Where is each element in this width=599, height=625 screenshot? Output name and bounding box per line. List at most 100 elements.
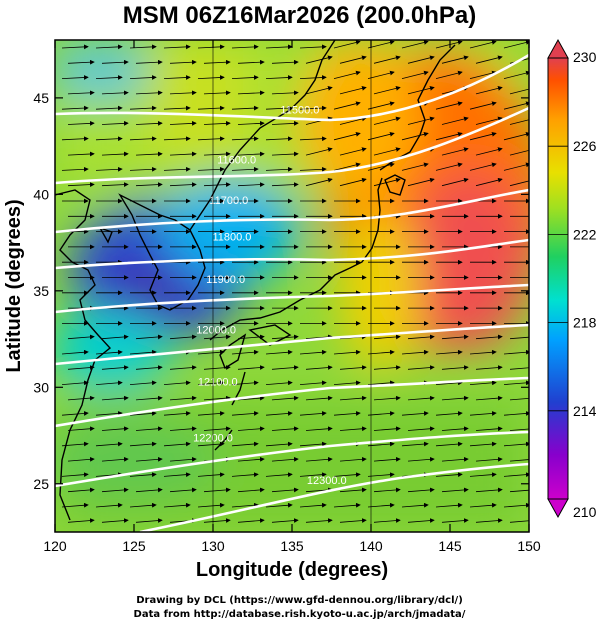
wind-arrow — [469, 131, 497, 141]
wind-arrow — [299, 411, 327, 416]
wind-arrow — [203, 365, 231, 370]
wind-arrow — [231, 136, 259, 142]
credit-drawing: Drawing by DCL (https://www.gfd-dennou.o… — [136, 595, 463, 606]
wind-arrow — [407, 177, 435, 187]
wind-arrow — [135, 121, 163, 126]
wind-arrow — [305, 487, 333, 493]
wind-arrow — [435, 40, 463, 49]
wind-arrow — [271, 334, 299, 340]
wind-arrow — [101, 59, 129, 65]
wind-arrow — [469, 40, 497, 49]
wind-arrow — [407, 365, 435, 370]
wind-arrow — [333, 411, 361, 416]
wind-arrow — [265, 380, 293, 386]
wind-arrow — [169, 151, 197, 157]
wind-arrow — [67, 518, 95, 523]
wind-arrow — [129, 75, 157, 80]
x-tick-label: 125 — [122, 538, 146, 554]
wind-arrow — [95, 502, 123, 508]
wind-arrow — [367, 411, 395, 416]
wind-arrow — [305, 55, 333, 64]
wind-arrow — [67, 334, 95, 340]
wind-arrow — [441, 147, 469, 156]
wind-arrow — [305, 365, 333, 370]
wind-arrow — [271, 365, 299, 370]
wind-arrow — [475, 86, 503, 95]
wind-arrow — [401, 40, 429, 49]
wind-arrow — [231, 380, 259, 386]
wind-arrow — [469, 502, 497, 508]
wind-arrow — [333, 502, 361, 508]
wind-arrow — [169, 487, 197, 493]
wind-arrow — [407, 518, 435, 523]
wind-arrow — [299, 441, 327, 447]
wind-arrow — [305, 395, 333, 401]
wind-arrow — [333, 162, 361, 171]
wind-arrow — [169, 426, 197, 432]
wind-arrow — [67, 487, 95, 493]
contour-label: 12000.0 — [196, 324, 236, 336]
x-tick-label: 150 — [517, 538, 541, 554]
wind-arrow — [231, 44, 259, 50]
wind-arrow — [265, 105, 293, 111]
wind-arrow — [197, 441, 225, 447]
wind-arrow — [129, 441, 157, 447]
wind-arrow — [129, 502, 157, 508]
wind-arrow — [469, 411, 497, 416]
wind-arrow — [129, 105, 157, 111]
wind-arrow — [237, 59, 265, 65]
wind-arrow — [237, 151, 265, 157]
wind-arrow — [339, 395, 367, 401]
wind-arrow — [101, 518, 129, 523]
wind-arrow — [231, 472, 259, 478]
wind-arrow — [231, 105, 259, 111]
wind-arrow — [401, 349, 429, 355]
wind-arrow — [441, 487, 469, 493]
wind-arrow — [203, 151, 231, 157]
wind-arrow — [407, 426, 435, 432]
wind-arrow — [367, 101, 395, 110]
y-axis-label: Latitude (degrees) — [3, 199, 25, 372]
wind-arrow — [163, 441, 191, 447]
wind-arrow — [469, 472, 497, 478]
wind-arrow — [135, 487, 163, 493]
wind-arrow — [333, 131, 361, 141]
wind-arrow — [203, 121, 231, 126]
wind-arrow — [265, 502, 293, 508]
wind-arrow — [435, 349, 463, 355]
wind-arrow — [407, 456, 435, 462]
wind-arrow — [469, 441, 497, 447]
wind-arrow — [509, 119, 529, 125]
wind-arrow — [135, 182, 163, 187]
wind-arrow — [441, 518, 469, 523]
wind-arrow — [401, 70, 429, 79]
wind-arrow — [95, 75, 123, 80]
wind-arrow — [169, 456, 197, 462]
wind-arrow — [101, 90, 129, 96]
wind-arrow — [169, 365, 197, 370]
wind-arrow — [367, 349, 395, 355]
wind-arrow — [101, 456, 129, 462]
wind-arrow — [441, 395, 469, 401]
wind-arrow — [169, 395, 197, 401]
wind-arrow — [339, 426, 367, 432]
wind-arrow — [135, 518, 163, 523]
wind-arrow — [67, 90, 95, 96]
wind-arrow — [435, 101, 463, 110]
wind-arrow — [197, 166, 225, 172]
wind-arrow — [95, 105, 123, 111]
wind-arrow — [129, 136, 157, 142]
wind-arrow — [305, 518, 333, 523]
wind-arrow — [475, 518, 503, 523]
wind-arrow — [475, 116, 503, 125]
grid-lines — [212, 40, 372, 532]
wind-arrow — [135, 456, 163, 462]
colorbar-tick-label: 214 — [573, 403, 597, 419]
wind-arrow — [163, 411, 191, 416]
wind-arrow — [509, 180, 529, 187]
wind-arrow — [271, 487, 299, 493]
contour-label: 11900.0 — [206, 274, 245, 286]
wind-arrow — [101, 487, 129, 493]
wind-arrow — [129, 349, 157, 355]
wind-arrow — [407, 55, 435, 64]
